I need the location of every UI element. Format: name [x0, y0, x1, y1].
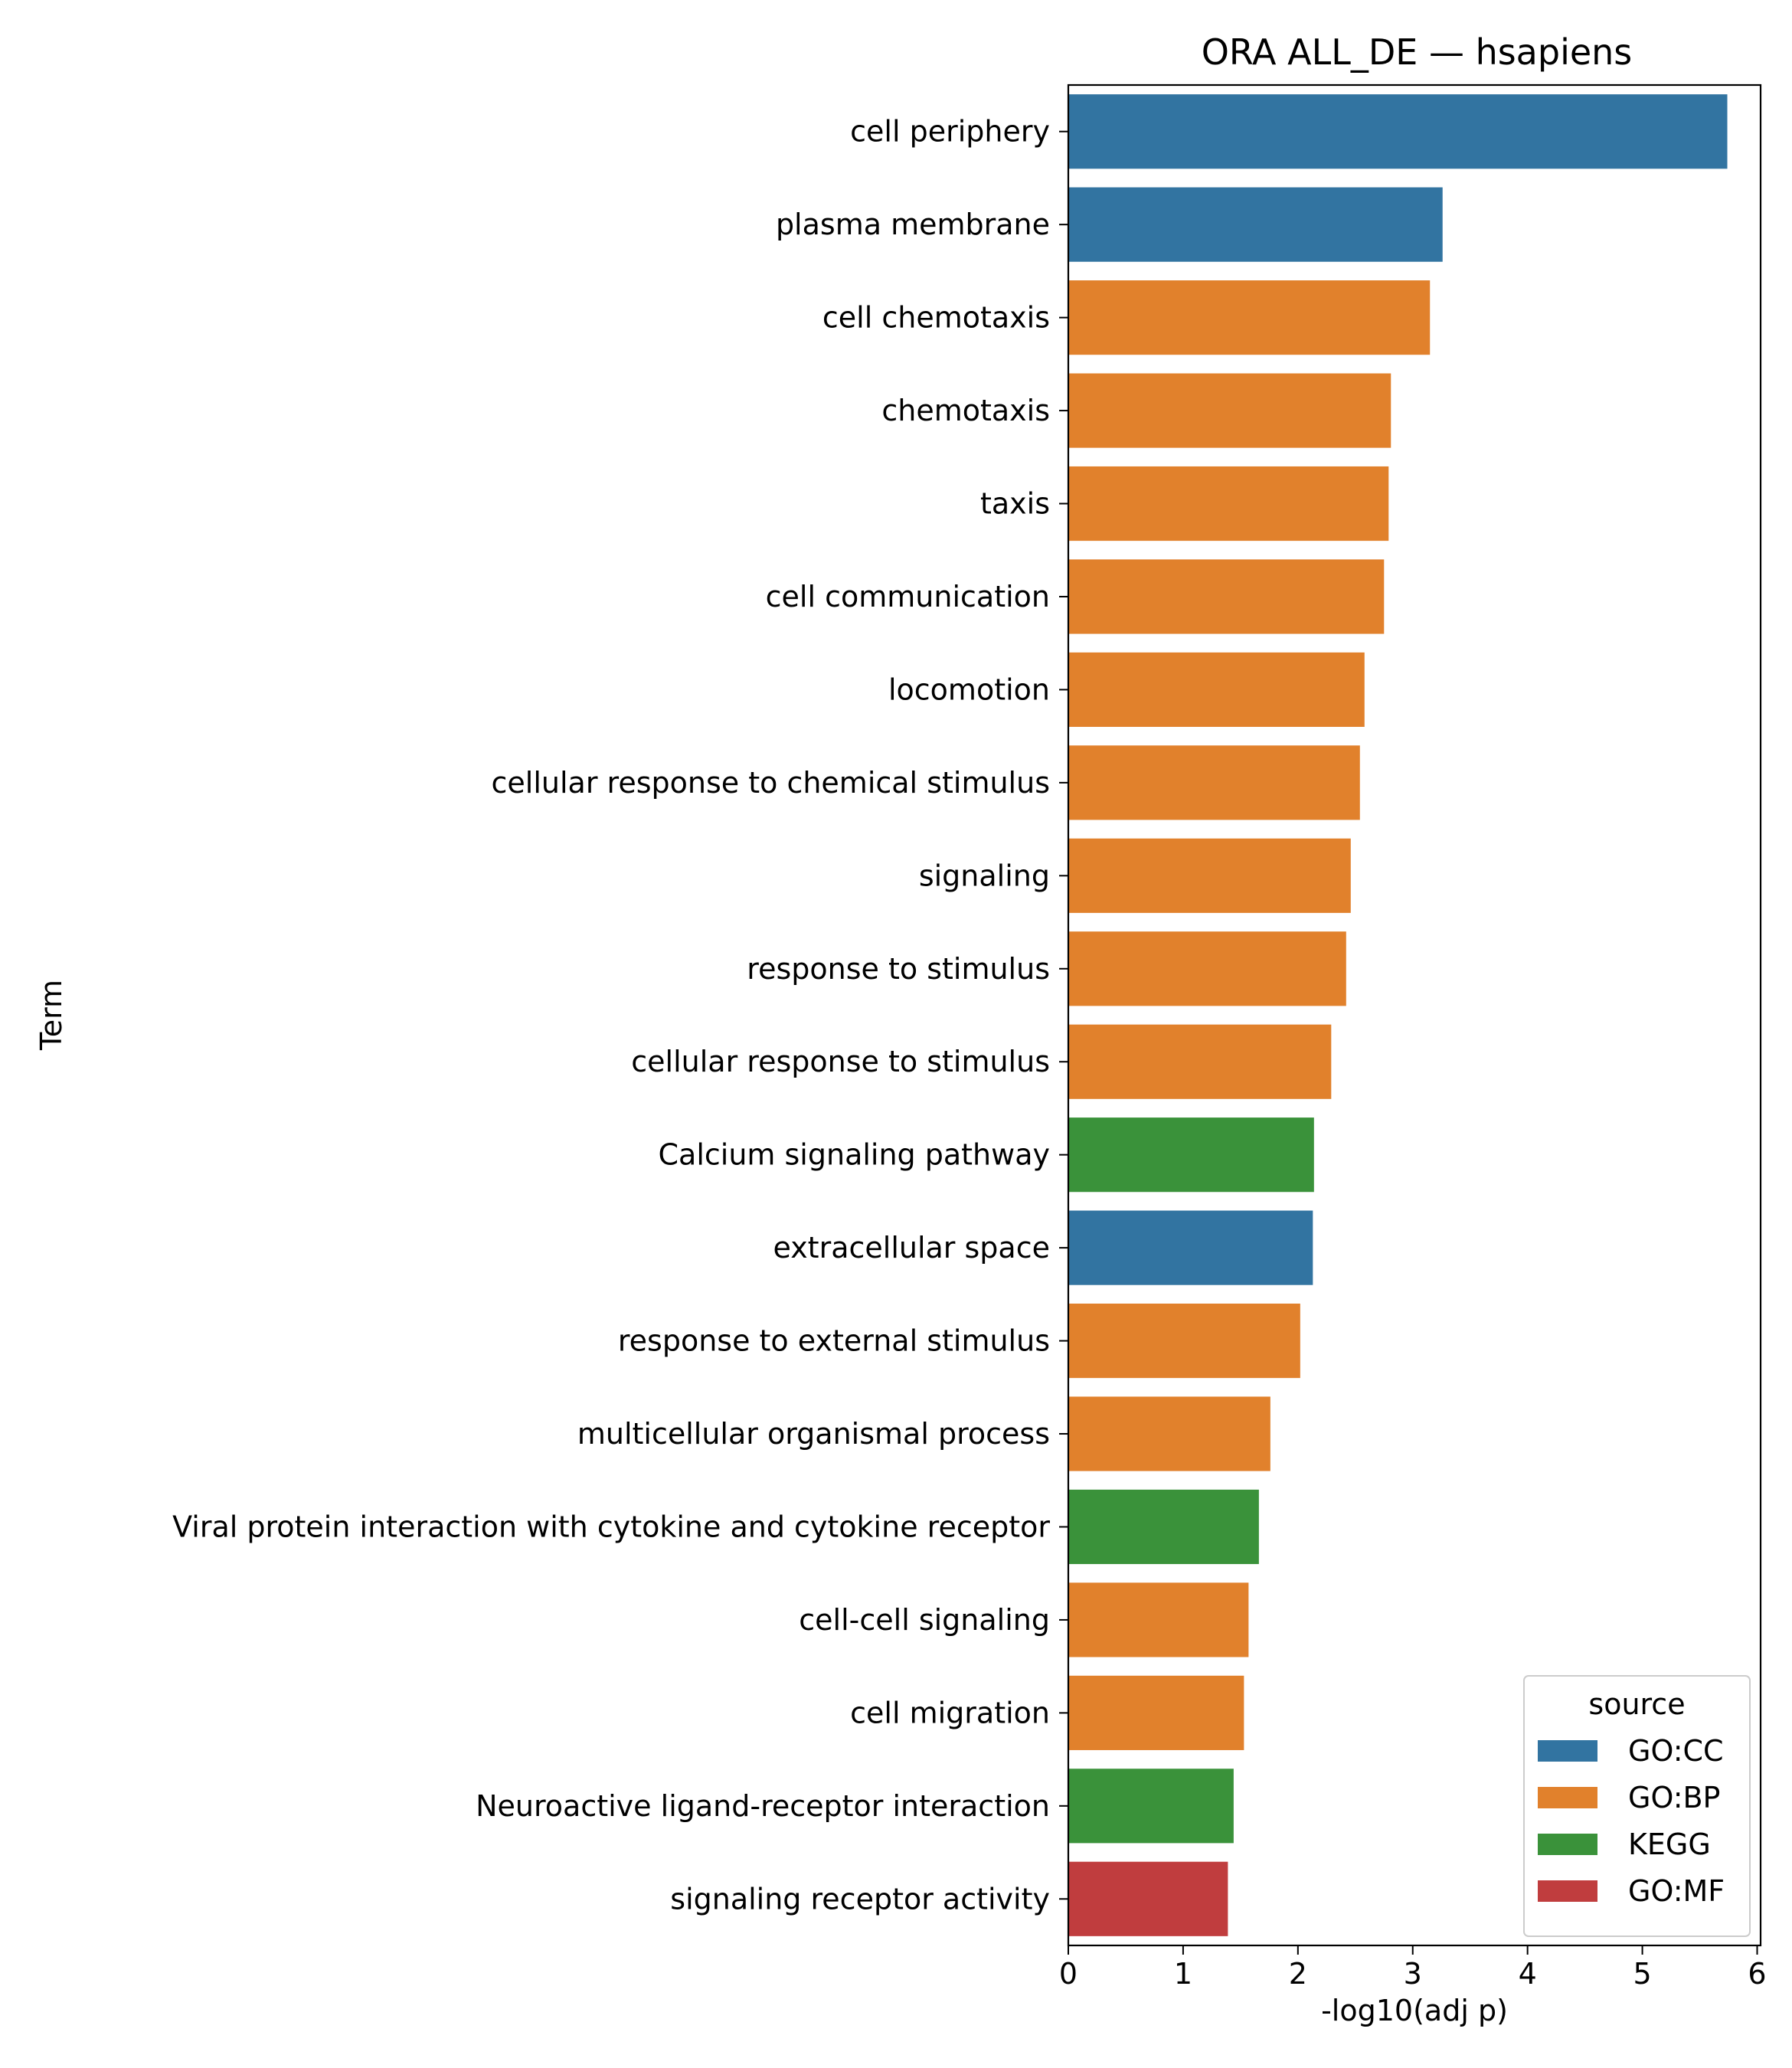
y-tick-label: cell migration — [850, 1696, 1050, 1729]
y-tick-label: taxis — [980, 487, 1050, 521]
bar — [1068, 1396, 1270, 1471]
y-tick-label: cell communication — [766, 580, 1050, 614]
bar — [1068, 373, 1391, 448]
y-tick-label: signaling receptor activity — [670, 1882, 1050, 1916]
y-tick-label: extracellular space — [773, 1231, 1050, 1265]
y-tick-label: cellular response to chemical stimulus — [492, 766, 1050, 800]
bar — [1068, 745, 1360, 820]
legend-title: source — [1588, 1687, 1685, 1721]
bar — [1068, 187, 1443, 262]
axes-frame — [1067, 83, 1762, 1947]
x-tick-label: 0 — [1059, 1957, 1077, 1991]
legend-label: GO:BP — [1628, 1781, 1720, 1814]
y-axis-title: Term — [34, 980, 68, 1051]
x-tick-label: 6 — [1748, 1957, 1766, 1991]
x-tick-label: 4 — [1519, 1957, 1537, 1991]
bar — [1068, 1117, 1314, 1193]
legend-label: KEGG — [1628, 1827, 1711, 1861]
y-tick-label: Viral protein interaction with cytokine … — [172, 1510, 1050, 1543]
bar — [1068, 931, 1346, 1006]
bar — [1068, 1210, 1313, 1285]
legend-label: GO:CC — [1628, 1734, 1724, 1768]
y-tick-label: Calcium signaling pathway — [659, 1138, 1051, 1172]
legend-swatch — [1538, 1787, 1597, 1808]
bar — [1068, 1024, 1332, 1099]
chart-title: ORA ALL_DE — hsapiens — [1202, 31, 1633, 73]
bars-group — [1068, 94, 1728, 1936]
legend-label: GO:MF — [1628, 1874, 1725, 1908]
x-tick-label: 5 — [1633, 1957, 1651, 1991]
x-tick-label: 2 — [1289, 1957, 1307, 1991]
bar — [1068, 1861, 1228, 1936]
bar — [1068, 652, 1365, 728]
bar — [1068, 1582, 1249, 1657]
legend-swatch — [1538, 1880, 1597, 1902]
bar — [1068, 1675, 1244, 1750]
y-tick-label: cellular response to stimulus — [631, 1045, 1050, 1078]
x-axis-ticks: 0 1 2 3 4 5 6 — [1059, 1945, 1767, 1991]
y-tick-label: Neuroactive ligand-receptor interaction — [476, 1789, 1050, 1823]
bar — [1068, 1769, 1234, 1844]
y-tick-label: cell-cell signaling — [799, 1603, 1050, 1637]
y-tick-label: cell periphery — [850, 115, 1050, 149]
y-tick-label: response to external stimulus — [618, 1324, 1050, 1358]
y-tick-label: cell chemotaxis — [822, 301, 1050, 335]
bar — [1068, 1303, 1300, 1379]
y-tick-label: chemotaxis — [881, 394, 1050, 427]
bar — [1068, 280, 1431, 355]
bar — [1068, 1489, 1259, 1565]
bar — [1068, 94, 1728, 169]
bar — [1068, 838, 1351, 913]
legend: source GO:CC GO:BP KEGG GO:MF — [1523, 1675, 1751, 1937]
y-tick-label: signaling — [919, 859, 1050, 892]
y-tick-label: multicellular organismal process — [577, 1417, 1050, 1451]
bar — [1068, 466, 1389, 542]
x-tick-label: 3 — [1404, 1957, 1422, 1991]
legend-swatch — [1538, 1834, 1597, 1855]
y-tick-labels: cell periphery plasma membrane cell chemot… — [172, 115, 1068, 1916]
y-tick-label: plasma membrane — [776, 208, 1050, 241]
bar — [1068, 559, 1385, 634]
x-axis-title: -log10(adj p) — [1321, 1994, 1508, 2027]
legend-swatch — [1538, 1740, 1597, 1762]
y-tick-label: response to stimulus — [747, 952, 1050, 986]
y-tick-label: locomotion — [888, 672, 1050, 706]
x-tick-label: 1 — [1174, 1957, 1192, 1991]
